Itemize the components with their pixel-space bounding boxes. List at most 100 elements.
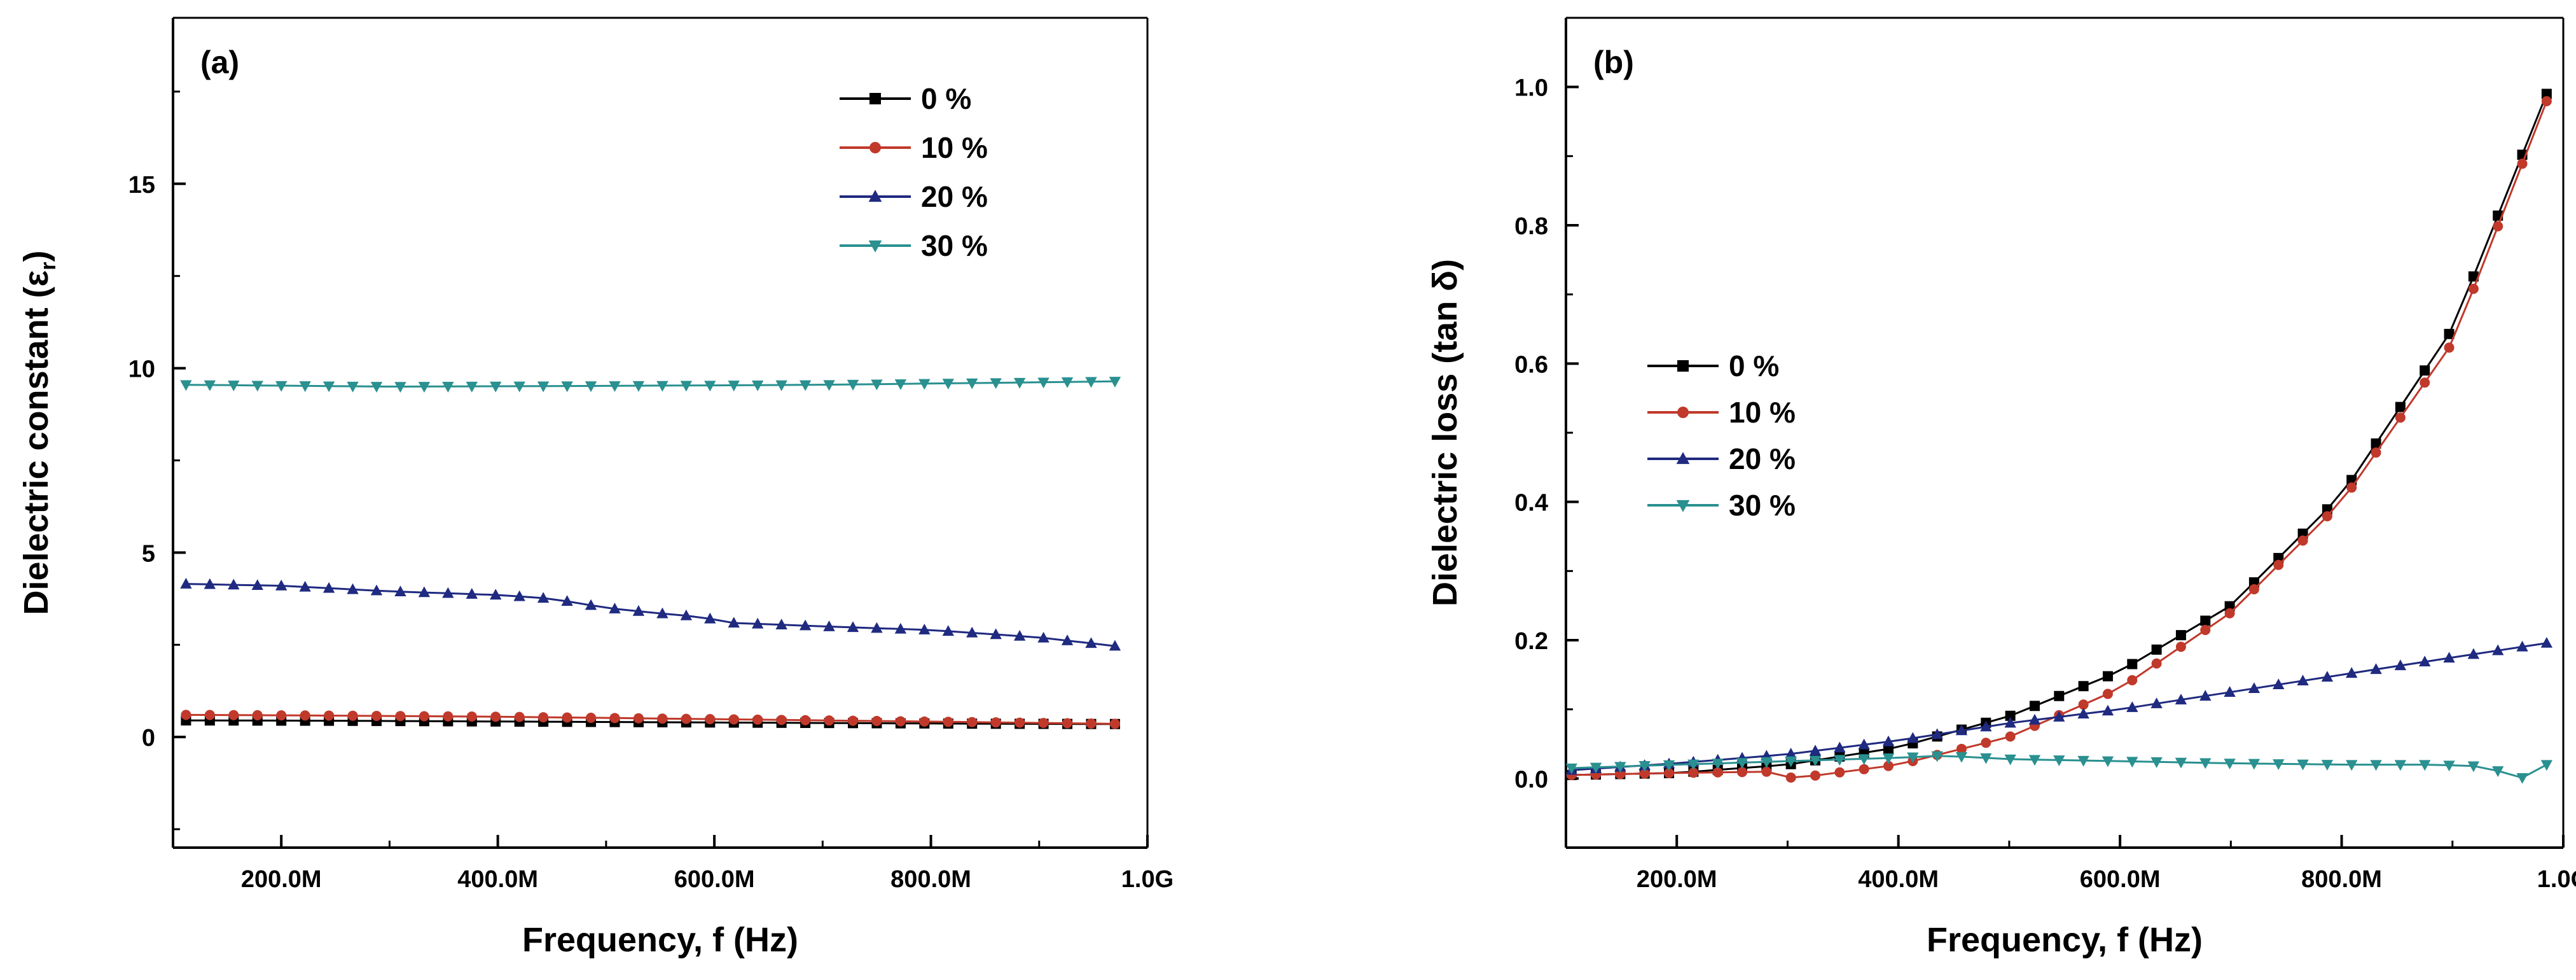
- data-point: [918, 379, 931, 390]
- series-2: [180, 578, 1121, 651]
- data-point: [2516, 773, 2528, 784]
- data-point: [2322, 511, 2332, 522]
- data-point: [2346, 482, 2357, 493]
- data-point: [2005, 710, 2016, 721]
- data-point: [347, 583, 359, 594]
- data-point: [490, 589, 502, 600]
- data-point: [1907, 732, 1919, 743]
- data-point: [2517, 158, 2528, 169]
- data-point: [370, 382, 383, 393]
- data-point: [2468, 271, 2479, 282]
- y-tick-label: 0.6: [1514, 351, 1548, 378]
- data-point: [2297, 759, 2309, 771]
- data-point: [252, 710, 263, 720]
- legend-label: 30 %: [1729, 489, 1796, 522]
- data-point: [1931, 751, 1943, 762]
- data-point: [2273, 559, 2284, 570]
- data-point: [871, 622, 883, 633]
- data-point: [1980, 753, 1992, 764]
- series-line: [1571, 93, 2548, 776]
- data-point: [2541, 88, 2552, 99]
- series-0: [1566, 88, 2552, 780]
- data-point: [2127, 675, 2138, 685]
- data-point: [419, 711, 429, 722]
- data-point: [490, 381, 502, 393]
- data-point: [2443, 652, 2455, 663]
- data-point: [2394, 659, 2407, 671]
- data-point: [1565, 763, 1577, 774]
- data-point: [2540, 760, 2553, 771]
- data-point: [1907, 752, 1919, 764]
- data-point: [251, 579, 263, 590]
- data-point: [442, 587, 454, 598]
- data-point: [799, 380, 812, 391]
- data-point: [1809, 745, 1822, 756]
- data-point: [1109, 377, 1121, 388]
- data-point: [300, 710, 310, 721]
- data-point: [466, 381, 478, 393]
- data-point: [966, 626, 978, 638]
- data-point: [728, 617, 740, 628]
- data-point: [847, 715, 858, 726]
- data-point: [2005, 731, 2016, 742]
- data-point: [1761, 766, 1772, 777]
- series-1: [1566, 96, 2552, 783]
- data-point: [180, 380, 192, 391]
- data-point: [1785, 748, 1797, 759]
- data-point: [585, 599, 597, 610]
- data-point: [2297, 535, 2308, 546]
- data-point: [847, 379, 859, 391]
- data-point: [562, 712, 572, 723]
- data-point: [942, 625, 954, 636]
- data-point: [1061, 634, 1074, 645]
- legend-marker: [869, 93, 881, 104]
- data-point: [1883, 743, 1894, 754]
- data-point: [2346, 760, 2358, 771]
- data-point: [2420, 377, 2430, 388]
- data-point: [752, 714, 763, 725]
- y-axis-title: Dielectric constant (εr): [17, 251, 60, 615]
- data-point: [990, 378, 1002, 389]
- data-point: [1858, 754, 1870, 766]
- data-point: [2370, 663, 2382, 675]
- data-point: [1809, 755, 1822, 767]
- data-point: [2175, 641, 2186, 652]
- data-point: [180, 578, 192, 589]
- x-tick-label: 200.0M: [1637, 866, 1717, 893]
- data-point: [204, 710, 215, 720]
- legend-label: 20 %: [1729, 442, 1796, 475]
- data-point: [2395, 412, 2406, 423]
- data-point: [918, 624, 931, 634]
- data-point: [1086, 718, 1097, 729]
- data-point: [2395, 402, 2406, 412]
- data-point: [1109, 640, 1121, 651]
- data-point: [800, 715, 811, 725]
- data-point: [2078, 699, 2089, 710]
- data-point: [2444, 328, 2455, 339]
- data-point: [2151, 644, 2162, 655]
- y-tick-label: 0.0: [1514, 766, 1548, 793]
- data-point: [2200, 615, 2211, 626]
- data-point: [395, 711, 406, 722]
- data-point: [1737, 767, 1748, 778]
- y-axis-title-main: Dielectric constant (ε: [17, 270, 55, 615]
- data-point: [1834, 755, 1846, 766]
- data-point: [2224, 601, 2235, 612]
- data-point: [728, 381, 740, 391]
- series-line: [186, 583, 1116, 647]
- y-tick-label: 0: [142, 725, 155, 752]
- data-point: [514, 711, 525, 722]
- y-tick-label: 15: [128, 172, 155, 199]
- data-point: [2492, 766, 2504, 777]
- data-point: [561, 381, 573, 393]
- data-point: [752, 617, 764, 629]
- data-point: [2004, 717, 2016, 728]
- data-point: [705, 714, 716, 725]
- data-point: [2468, 283, 2479, 294]
- data-point: [2126, 701, 2138, 712]
- data-point: [823, 380, 835, 391]
- data-point: [513, 590, 525, 601]
- data-point: [443, 711, 454, 722]
- data-point: [990, 628, 1002, 640]
- data-point: [204, 380, 216, 391]
